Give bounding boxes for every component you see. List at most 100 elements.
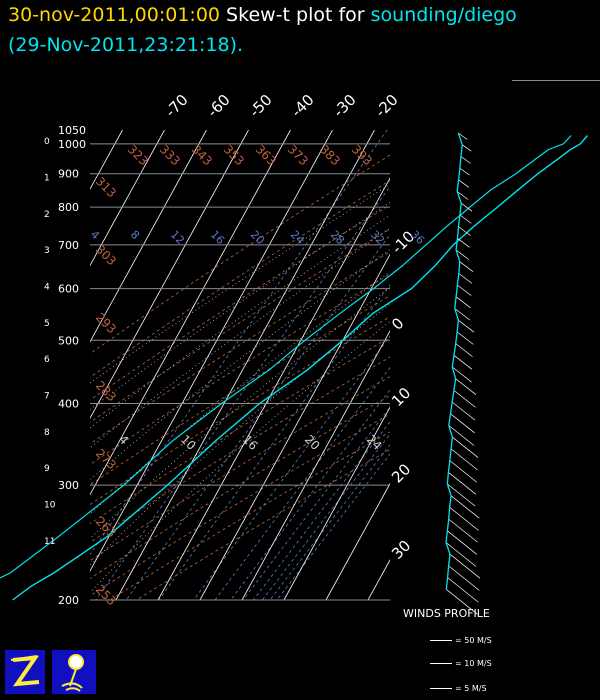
isotherm-line xyxy=(90,130,207,343)
wind-barb xyxy=(449,460,477,483)
dry-adiabat-label: 293 xyxy=(93,310,119,336)
dry-adiabat-label: 373 xyxy=(285,142,311,168)
wind-barb xyxy=(450,448,478,471)
wind-barb xyxy=(445,542,477,567)
wind-barb xyxy=(458,226,471,236)
title-source: sounding/diego xyxy=(370,4,517,26)
isotherm-line xyxy=(90,130,165,267)
wind-barb xyxy=(455,378,477,395)
wind-barb xyxy=(460,202,473,212)
wind-barb xyxy=(458,273,473,284)
dry-adiabat-line xyxy=(90,154,390,355)
wind-barb xyxy=(460,156,471,164)
isotherm-line xyxy=(115,130,375,600)
wind-barb xyxy=(450,495,480,519)
title-date: 30-nov-2011,00:01:00 xyxy=(8,4,221,26)
mixing-ratio-line xyxy=(276,453,390,600)
moist-adiabat-line xyxy=(90,303,390,566)
dry-adiabat-label: 263 xyxy=(93,514,119,540)
wind-barb xyxy=(455,249,469,260)
wind-barb xyxy=(458,132,468,140)
wind-barb xyxy=(452,366,472,383)
wind-barb xyxy=(459,261,474,272)
wind-barb xyxy=(462,144,472,152)
wind-barb xyxy=(450,413,475,434)
pressure-grid xyxy=(90,143,390,601)
winds-profile xyxy=(445,132,481,615)
wind-barb xyxy=(456,191,469,200)
dry-adiabat-line xyxy=(90,295,390,486)
wind-key-10-label: = 10 M/S xyxy=(455,659,492,668)
temperature-trace xyxy=(12,135,589,601)
isotherms xyxy=(0,130,390,600)
wind-barb xyxy=(446,589,478,615)
mixing-ratio-line xyxy=(214,366,390,600)
title-text: Skew-t plot for xyxy=(220,4,371,26)
moist-adiabat-label: 16 xyxy=(240,432,261,453)
pressure-label-800: 800 xyxy=(58,201,79,214)
height-label-7: 7 xyxy=(44,392,50,402)
pressure-label-300: 300 xyxy=(58,479,79,492)
wind-barb xyxy=(452,436,479,458)
dry-adiabat-label: 343 xyxy=(189,142,215,168)
wind-barb xyxy=(448,518,478,543)
wind-barb xyxy=(459,214,472,224)
mixing-ratio-line xyxy=(193,335,390,600)
isotherm-label-top: -20 xyxy=(372,91,402,121)
mixing-ratio-line xyxy=(242,406,390,600)
wind-barb xyxy=(457,284,472,296)
wind-key-5-label: = 5 M/S xyxy=(455,684,487,693)
dry-adiabats xyxy=(90,154,390,600)
isotherm-label-right: 10 xyxy=(388,384,414,410)
isotherm-label-top: -50 xyxy=(246,91,276,121)
mixing-ratio-label: 4 xyxy=(88,228,102,242)
wind-barb xyxy=(447,483,476,507)
dry-adiabat-label: 313 xyxy=(93,174,119,200)
wind-barb xyxy=(455,296,471,309)
wind-barb xyxy=(449,507,479,531)
mixing-ratio-line xyxy=(90,130,388,556)
mixing-ratio-line xyxy=(95,185,390,600)
dry-adiabat-line xyxy=(90,273,390,466)
wind-barb xyxy=(448,472,477,495)
height-label-10: 10 xyxy=(44,501,56,511)
zeno-logo-icon[interactable] xyxy=(5,650,45,694)
mixing-ratio-label: 8 xyxy=(128,228,142,242)
isotherm-label-top: -60 xyxy=(204,91,234,121)
height-label-8: 8 xyxy=(44,428,50,438)
pressure-label-1000: 1000 xyxy=(58,138,86,151)
dry-adiabat-label: 303 xyxy=(93,242,119,268)
isotherm-line xyxy=(0,130,39,600)
isotherm-line xyxy=(283,406,390,600)
isotherm-label-top: -40 xyxy=(288,91,318,121)
wind-barb xyxy=(448,425,475,446)
winds-profile-title: WINDS PROFILE xyxy=(403,607,490,620)
wind-key-50-label: = 50 M/S xyxy=(455,636,492,645)
height-label-1: 1 xyxy=(44,174,50,184)
height-label-6: 6 xyxy=(44,355,50,365)
isotherm-line xyxy=(90,130,291,496)
dry-adiabat-line xyxy=(90,251,390,445)
moist-adiabat-label: 20 xyxy=(302,432,323,453)
pressure-label-900: 900 xyxy=(58,168,79,181)
chart-title-line-1: 30-nov-2011,00:01:00 Skew-t plot for sou… xyxy=(8,4,517,26)
mixing-ratio-line xyxy=(125,233,390,600)
wind-barb xyxy=(453,355,473,370)
wind-key-5: = 5 M/S xyxy=(430,684,487,693)
wind-barb xyxy=(458,319,475,333)
moist-adiabat-line xyxy=(90,320,390,594)
isotherm-line xyxy=(90,130,249,420)
antenna-logo-icon[interactable] xyxy=(52,650,96,694)
mixing-ratio-line xyxy=(158,283,390,600)
pressure-label-600: 600 xyxy=(58,283,79,296)
mixing-ratio-label: 32 xyxy=(368,228,387,247)
height-label-2: 2 xyxy=(44,210,50,220)
divider-line xyxy=(512,80,600,81)
dry-adiabat-label: 253 xyxy=(93,582,119,608)
mixing-ratio-lines xyxy=(90,130,390,600)
dry-adiabat-label: 353 xyxy=(221,142,247,168)
moist-adiabat-label: 10 xyxy=(178,432,199,453)
isotherm-line xyxy=(241,330,390,600)
height-label-9: 9 xyxy=(44,464,50,474)
dry-adiabat-line xyxy=(109,431,390,600)
